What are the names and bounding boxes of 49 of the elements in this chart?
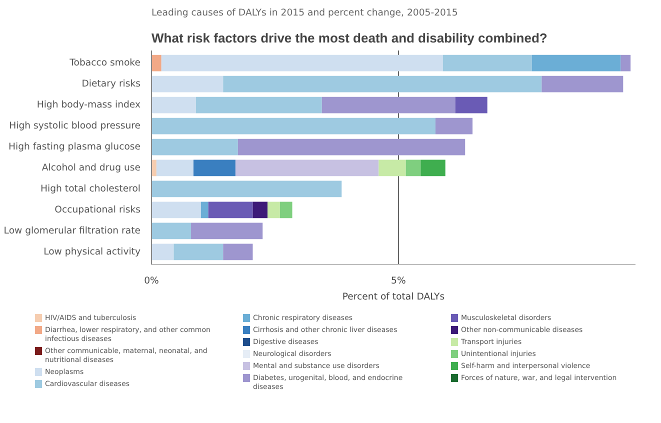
bar xyxy=(152,222,192,240)
bar xyxy=(280,202,292,218)
y-tick-label: High fasting plasma glucose xyxy=(8,142,141,153)
bar xyxy=(152,118,436,134)
bar xyxy=(455,96,488,114)
x-tick-label: 0% xyxy=(144,276,160,286)
bar xyxy=(542,76,624,92)
y-tick-label: Dietary risks xyxy=(82,78,141,90)
bar xyxy=(152,96,196,114)
bar xyxy=(620,54,631,72)
chart-title: What risk factors drive the most death and disability combined? xyxy=(152,30,548,46)
bar xyxy=(235,160,379,176)
bar xyxy=(191,222,263,240)
bar xyxy=(238,138,466,156)
y-tick-label: High systolic blood pressure xyxy=(9,120,141,132)
y-tick-label: Low glomerular filtration rate xyxy=(4,225,141,236)
bar xyxy=(161,54,443,72)
bar xyxy=(223,76,542,92)
bar xyxy=(152,76,224,92)
x-axis-title: Percent of total DALYs xyxy=(342,292,445,302)
bar xyxy=(406,160,421,176)
bar xyxy=(152,244,174,260)
bar xyxy=(152,138,238,156)
bar xyxy=(208,202,253,218)
bar xyxy=(156,160,194,176)
bar xyxy=(152,180,342,198)
bar xyxy=(200,202,208,218)
bar xyxy=(442,54,532,72)
x-tick-label: 5% xyxy=(391,276,406,286)
y-tick-label: Occupational risks xyxy=(54,204,141,216)
y-tick-label: Low physical activity xyxy=(44,246,141,258)
bar xyxy=(420,160,446,176)
y-tick-label: High body-mass index xyxy=(36,100,141,111)
bar xyxy=(193,160,236,176)
bar xyxy=(152,54,162,72)
bar xyxy=(252,202,268,218)
bar xyxy=(152,202,201,218)
bar xyxy=(322,96,456,114)
bar xyxy=(223,244,253,260)
bar xyxy=(378,160,406,176)
chart-subtitle: Leading causes of DALYs in 2015 and percent change, 2005-2015 xyxy=(152,8,458,18)
y-tick-label: High total cholesterol xyxy=(40,183,141,194)
bar xyxy=(196,96,322,114)
y-tick-label: Tobacco smoke xyxy=(68,58,141,69)
bar xyxy=(532,54,621,72)
bar xyxy=(268,202,280,218)
y-tick-label: Alcohol and drug use xyxy=(42,162,141,174)
bar xyxy=(435,118,473,134)
bar xyxy=(174,244,224,260)
